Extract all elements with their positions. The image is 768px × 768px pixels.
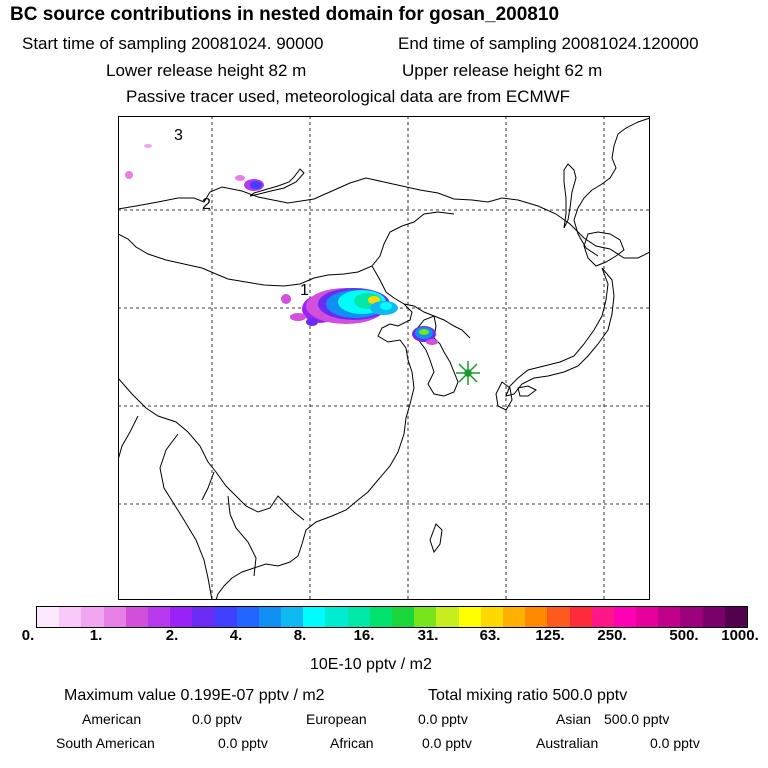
colorbar-segment: [347, 607, 370, 627]
colorbar-tick-label: 125.: [535, 627, 565, 644]
colorbar-tick-label: 8.: [293, 627, 307, 644]
colorbar-segment: [414, 607, 437, 627]
map-title: BC source contributions in nested domain…: [10, 4, 560, 25]
map-label-2: 2: [202, 196, 211, 213]
colorbar-segment: [547, 607, 570, 627]
asian-label: Asian: [556, 711, 592, 727]
african-label: African: [330, 735, 374, 751]
map-panel: 3 2 1: [118, 116, 650, 600]
colorbar-segment: [613, 607, 637, 627]
colorbar: [36, 606, 748, 628]
colorbar-tick-label: 31.: [417, 627, 439, 644]
european-value: 0.0 pptv: [418, 711, 468, 727]
colorbar-segment: [303, 607, 326, 627]
colorbar-segment: [103, 607, 126, 627]
colorbar-segment: [125, 607, 148, 627]
colorbar-segment: [236, 607, 259, 627]
total-mixing-ratio: Total mixing ratio 500.0 pptv: [428, 687, 628, 704]
colorbar-segment: [170, 607, 193, 627]
colorbar-segment: [436, 607, 459, 627]
tracer-note: Passive tracer used, meteorological data…: [126, 87, 571, 106]
european-label: European: [306, 711, 367, 727]
colorbar-tick-label: 63.: [479, 627, 501, 644]
colorbar-tick-label: 250.: [597, 627, 627, 644]
colorbar-segment: [569, 607, 592, 627]
south-american-label: South American: [56, 735, 155, 751]
colorbar-segment: [214, 607, 237, 627]
maximum-value: Maximum value 0.199E-07 pptv / m2: [64, 687, 325, 704]
colorbar-segment: [281, 607, 304, 627]
colorbar-segment: [325, 607, 348, 627]
colorbar-unit-label: 10E-10 pptv / m2: [310, 656, 432, 673]
colorbar-segment: [369, 607, 392, 627]
african-value: 0.0 pptv: [422, 735, 472, 751]
colorbar-segment: [658, 607, 681, 627]
upper-release-height: Upper release height 62 m: [402, 61, 603, 80]
colorbar-segment: [525, 607, 548, 627]
colorbar-tick-label: 500.: [669, 627, 699, 644]
lower-release-height: Lower release height 82 m: [106, 61, 307, 80]
colorbar-segment: [192, 607, 215, 627]
colorbar-segment: [724, 607, 747, 627]
colorbar-tick-label: 2.: [165, 627, 179, 644]
colorbar-tick-label: 4.: [229, 627, 243, 644]
colorbar-segment: [458, 607, 481, 627]
colorbar-segment: [81, 607, 104, 627]
colorbar-segment: [636, 607, 659, 627]
colorbar-segment: [37, 607, 60, 627]
colorbar-segment: [702, 607, 725, 627]
start-time-label: Start time of sampling 20081024. 90000: [22, 34, 324, 53]
coastlines-and-borders: [118, 117, 650, 600]
colorbar-tick-label: 0.: [21, 627, 35, 644]
colorbar-segment: [680, 607, 703, 627]
receptor-star-icon: [456, 361, 480, 385]
american-value: 0.0 pptv: [192, 711, 242, 727]
map-label-3: 3: [174, 127, 183, 144]
south-american-value: 0.0 pptv: [218, 735, 268, 751]
colorbar-segment: [258, 607, 282, 627]
map-label-1: 1: [300, 282, 309, 299]
australian-value: 0.0 pptv: [650, 735, 700, 751]
colorbar-tick-label: 1.: [89, 627, 103, 644]
asian-value: 500.0 pptv: [604, 711, 670, 727]
colorbar-segment: [59, 607, 82, 627]
source-contribution-plume: [125, 144, 438, 345]
colorbar-segment: [480, 607, 503, 627]
colorbar-segment: [392, 607, 415, 627]
american-label: American: [82, 711, 142, 727]
colorbar-tick-label: 1000.: [721, 627, 759, 644]
colorbar-segment: [502, 607, 526, 627]
australian-label: Australian: [536, 735, 599, 751]
colorbar-tick-label: 16.: [353, 627, 375, 644]
end-time-label: End time of sampling 20081024.120000: [398, 34, 699, 53]
colorbar-segment: [147, 607, 171, 627]
colorbar-segment: [591, 607, 614, 627]
